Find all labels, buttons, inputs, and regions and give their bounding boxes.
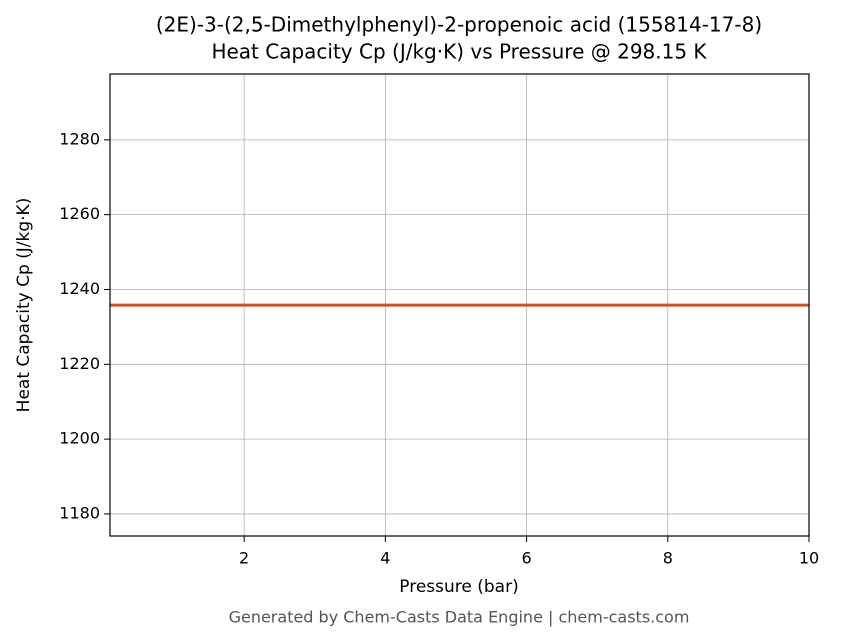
- y-tick-label: 1220: [59, 354, 100, 373]
- y-tick-label: 1180: [59, 503, 100, 522]
- y-axis-label: Heat Capacity Cp (J/kg·K): [14, 198, 34, 413]
- x-tick-label: 10: [799, 549, 819, 568]
- y-tick-label: 1260: [59, 204, 100, 223]
- plot-frame: [109, 73, 810, 537]
- y-tick-label: 1240: [59, 279, 100, 298]
- y-tick-label: 1280: [59, 129, 100, 148]
- chart-subtitle: Heat Capacity Cp (J/kg·K) vs Pressure @ …: [211, 40, 707, 64]
- x-tick-label: 8: [663, 549, 673, 568]
- x-tick-label: 4: [380, 549, 390, 568]
- x-tick-label: 6: [521, 549, 531, 568]
- chart-title: (2E)-3-(2,5-Dimethylphenyl)-2-propenoic …: [156, 13, 762, 37]
- x-tick-label: 2: [239, 549, 249, 568]
- x-axis-label: Pressure (bar): [399, 577, 518, 597]
- footer: Generated by Chem-Casts Data Engine | ch…: [229, 608, 690, 627]
- y-tick-label: 1200: [59, 429, 100, 448]
